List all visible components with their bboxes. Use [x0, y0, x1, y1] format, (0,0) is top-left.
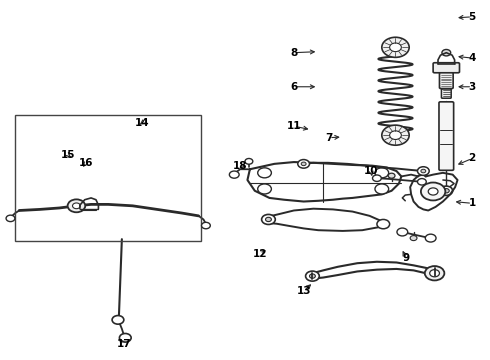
Circle shape: [112, 316, 124, 324]
Text: 18: 18: [233, 161, 247, 171]
Circle shape: [390, 43, 401, 51]
Circle shape: [306, 271, 319, 281]
Circle shape: [266, 217, 271, 222]
Circle shape: [430, 270, 440, 277]
Circle shape: [443, 189, 449, 193]
FancyBboxPatch shape: [440, 72, 453, 89]
Text: 17: 17: [117, 339, 131, 349]
Circle shape: [428, 188, 438, 195]
Circle shape: [229, 171, 239, 178]
Circle shape: [425, 266, 444, 280]
Text: 9: 9: [403, 253, 410, 263]
Circle shape: [201, 222, 210, 229]
Circle shape: [372, 175, 381, 181]
Circle shape: [421, 183, 445, 201]
Circle shape: [258, 168, 271, 178]
Circle shape: [68, 199, 85, 212]
Circle shape: [245, 158, 253, 164]
Text: 5: 5: [468, 12, 476, 22]
Text: 2: 2: [468, 153, 476, 163]
Circle shape: [410, 235, 417, 240]
Circle shape: [388, 173, 395, 178]
Text: 15: 15: [61, 150, 75, 160]
Text: 13: 13: [296, 286, 311, 296]
Circle shape: [262, 215, 275, 225]
Circle shape: [6, 215, 15, 222]
Text: 3: 3: [468, 82, 476, 92]
Circle shape: [375, 184, 389, 194]
Circle shape: [417, 179, 426, 185]
Text: 14: 14: [135, 118, 150, 128]
FancyBboxPatch shape: [433, 63, 460, 73]
Circle shape: [310, 274, 316, 278]
Circle shape: [397, 228, 408, 236]
Text: 10: 10: [364, 166, 378, 176]
Circle shape: [390, 131, 401, 139]
Text: 1: 1: [468, 198, 476, 208]
Circle shape: [377, 220, 390, 229]
Circle shape: [425, 234, 436, 242]
Circle shape: [421, 169, 426, 173]
Text: 7: 7: [325, 133, 333, 143]
FancyBboxPatch shape: [441, 89, 451, 98]
Text: 8: 8: [290, 48, 297, 58]
Bar: [15, 116, 201, 241]
Circle shape: [258, 184, 271, 194]
Circle shape: [301, 162, 306, 166]
Text: 6: 6: [290, 82, 297, 92]
Text: 12: 12: [252, 248, 267, 258]
Circle shape: [417, 167, 429, 175]
Circle shape: [382, 37, 409, 57]
Circle shape: [120, 333, 131, 342]
Circle shape: [382, 125, 409, 145]
Circle shape: [73, 203, 80, 209]
Text: 16: 16: [79, 158, 94, 168]
Circle shape: [298, 159, 310, 168]
Circle shape: [375, 168, 389, 178]
Circle shape: [442, 49, 451, 56]
FancyBboxPatch shape: [439, 102, 454, 170]
Text: 4: 4: [468, 53, 476, 63]
Text: 11: 11: [287, 121, 301, 131]
Circle shape: [440, 186, 453, 195]
